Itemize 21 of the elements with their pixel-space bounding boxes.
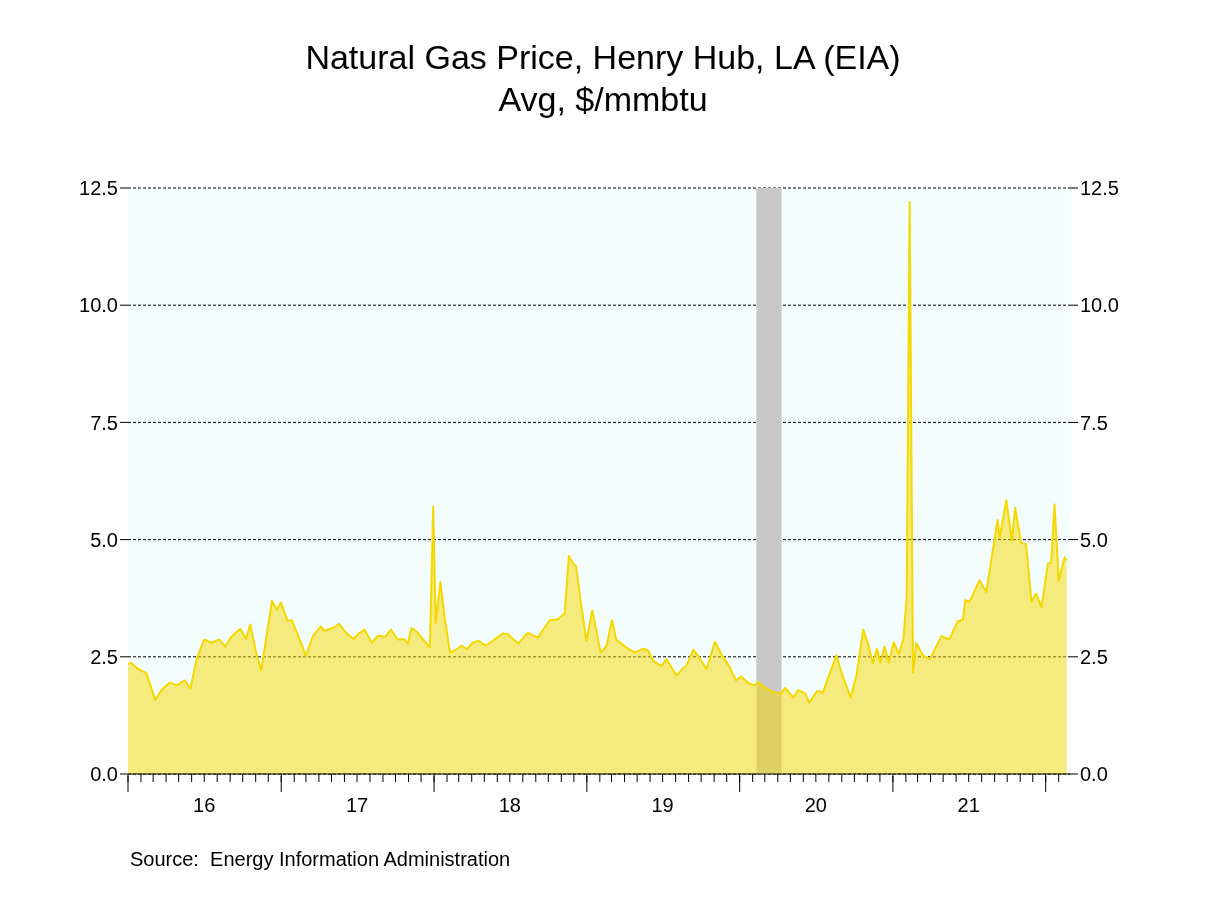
y2-tick-label: 7.5 <box>1080 411 1108 434</box>
chart-subtitle: Avg, $/mmbtu <box>497 79 709 120</box>
y2-tick-label: 10.0 <box>1080 294 1119 317</box>
chart-title: Natural Gas Price, Henry Hub, LA (EIA) <box>304 37 902 78</box>
y-tick-label: 0.0 <box>90 763 118 786</box>
source-note: Source: Energy Information Administration <box>130 848 512 871</box>
x-tick-label: 17 <box>345 794 369 816</box>
y2-tick-label: 0.0 <box>1080 763 1108 786</box>
x-tick-label: 20 <box>804 794 827 816</box>
y-tick-label: 2.5 <box>90 645 118 668</box>
y2-tick-label: 5.0 <box>1080 528 1108 551</box>
y-tick-label: 10.0 <box>79 294 118 317</box>
x-tick-label: 16 <box>193 794 216 816</box>
x-tick-label: 21 <box>957 794 980 816</box>
y-tick-label: 12.5 <box>79 177 118 200</box>
y-tick-label: 7.5 <box>90 411 118 434</box>
y-tick-label: 5.0 <box>90 528 118 551</box>
y2-tick-label: 12.5 <box>1080 177 1119 200</box>
x-tick-label: 18 <box>498 794 521 816</box>
x-tick-label: 19 <box>651 794 674 816</box>
y2-tick-label: 2.5 <box>1080 645 1108 668</box>
